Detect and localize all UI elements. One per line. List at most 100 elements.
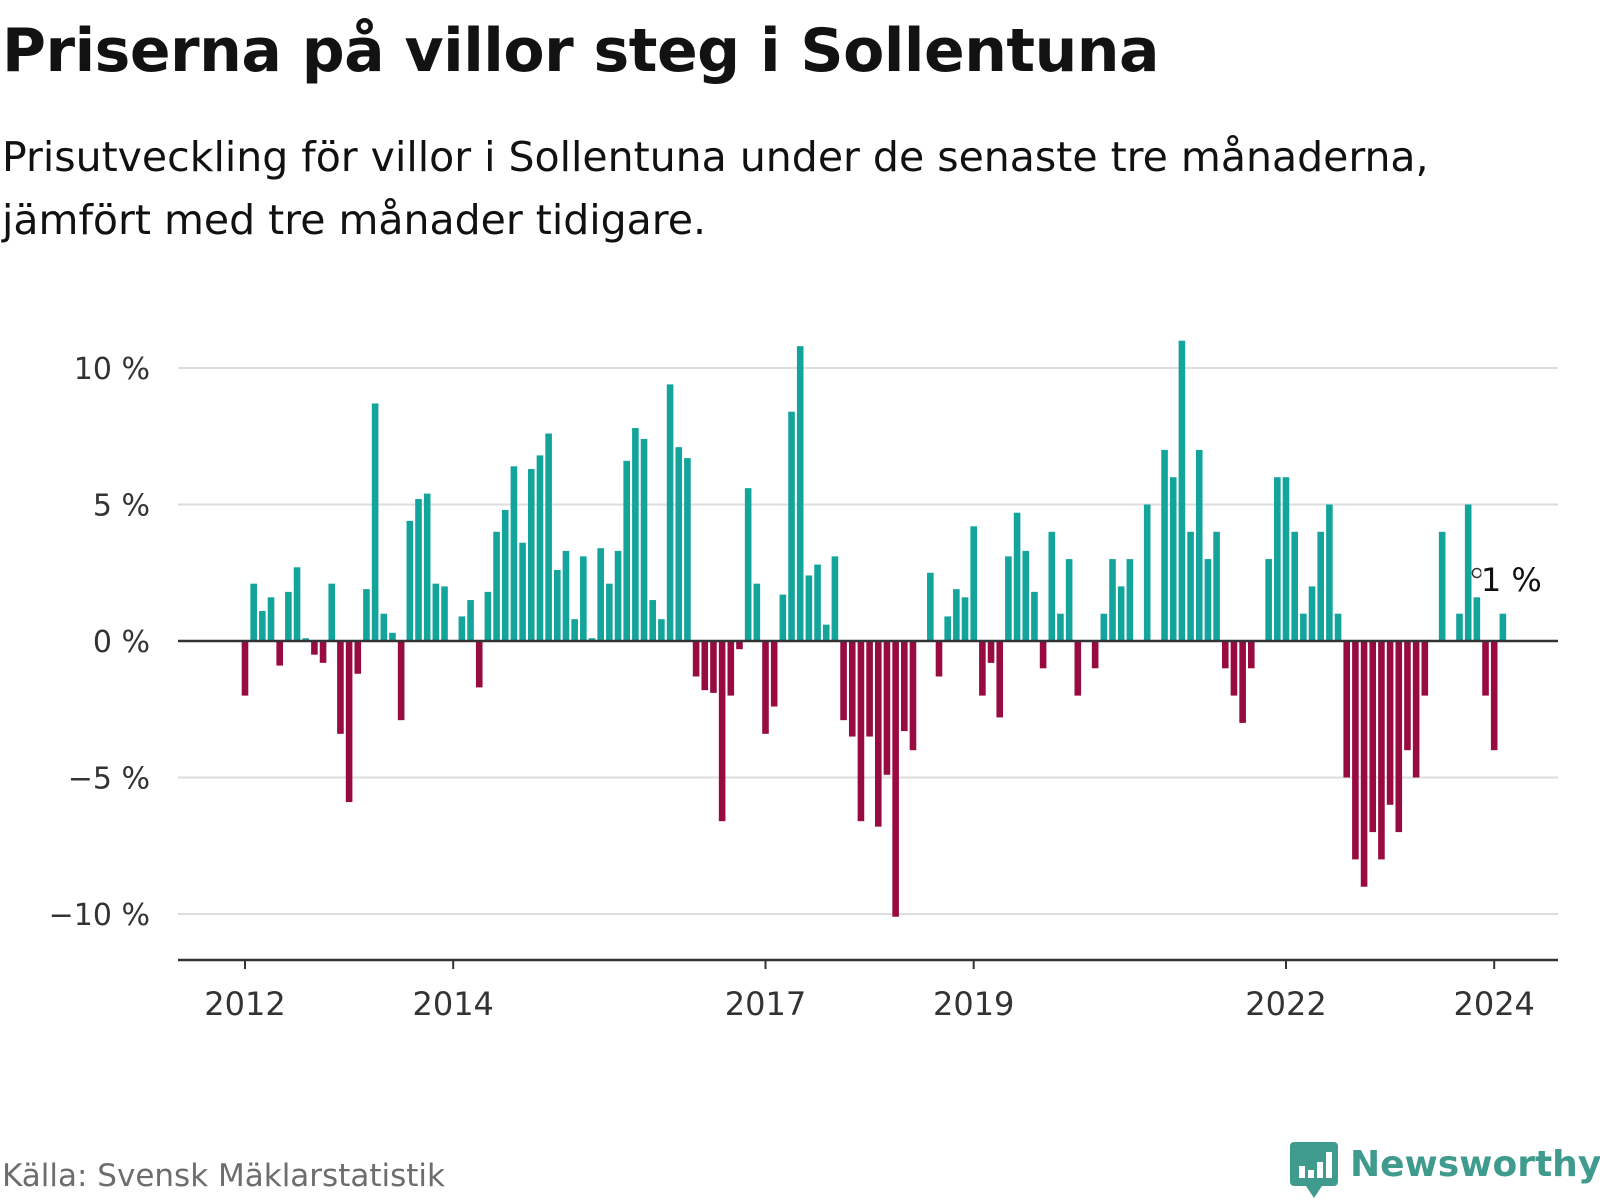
bar	[285, 591, 292, 641]
bar	[901, 641, 908, 732]
newsworthy-logo-icon	[1290, 1142, 1338, 1198]
bar	[527, 469, 535, 641]
bar	[1100, 613, 1108, 641]
bar	[684, 458, 691, 641]
bar	[493, 531, 500, 641]
x-tick-label: 2012	[204, 985, 285, 1023]
y-tick-label: −10 %	[49, 898, 150, 933]
bar	[423, 493, 431, 641]
bar	[562, 550, 570, 641]
bar	[874, 641, 882, 827]
bar	[1274, 477, 1281, 641]
bar	[1360, 641, 1368, 887]
bar	[1282, 477, 1290, 641]
x-tick-label: 2014	[412, 985, 493, 1023]
bar	[545, 433, 552, 641]
bar	[302, 638, 310, 641]
bar	[1178, 340, 1186, 641]
bar	[701, 641, 709, 691]
bar	[970, 526, 977, 641]
bar	[1438, 531, 1446, 641]
bar	[345, 641, 353, 803]
bar	[371, 403, 379, 641]
brand-name: Newsworthy	[1350, 1144, 1600, 1185]
y-tick-label: 10 %	[74, 352, 150, 387]
brand-logo: Newsworthy	[1290, 1140, 1600, 1200]
bar	[597, 548, 604, 641]
bar	[1291, 531, 1298, 641]
bar	[762, 641, 769, 734]
bar	[1213, 531, 1220, 641]
bar	[606, 583, 613, 641]
bar	[788, 411, 795, 641]
bar	[519, 542, 526, 641]
axis-ticks: 2012 2014 2017 2019 2022 2024	[204, 960, 1535, 1023]
bar	[649, 600, 657, 641]
bar	[1161, 449, 1168, 641]
chart-title: Priserna på villor steg i Sollentuna	[2, 16, 1160, 86]
bar	[666, 384, 674, 641]
bar	[718, 641, 726, 822]
bar	[675, 447, 683, 641]
x-tick-label: 2019	[933, 985, 1014, 1023]
bar	[259, 610, 266, 641]
bar	[1456, 613, 1463, 641]
bar	[857, 641, 865, 822]
bar	[727, 641, 735, 696]
bar	[1005, 556, 1012, 641]
annotation-dot	[1471, 567, 1483, 579]
bar	[467, 600, 474, 641]
bar	[1300, 613, 1307, 641]
bar	[640, 438, 648, 641]
bar	[580, 556, 587, 641]
bar	[744, 488, 752, 641]
bar	[1117, 586, 1125, 641]
bar	[840, 641, 847, 721]
bar	[267, 597, 275, 641]
bar	[1473, 597, 1481, 641]
bar	[458, 616, 466, 641]
bar	[866, 641, 873, 737]
bar	[953, 589, 960, 641]
bar	[1048, 531, 1056, 641]
bar	[363, 589, 370, 641]
bars	[241, 340, 1507, 917]
bar	[1395, 641, 1403, 833]
bar	[1204, 559, 1212, 641]
bar	[909, 641, 917, 751]
bar	[1091, 641, 1099, 669]
bar	[1057, 613, 1064, 641]
bar	[1326, 504, 1333, 641]
bar	[1248, 641, 1255, 669]
bar	[1482, 641, 1489, 696]
bar	[1317, 531, 1324, 641]
bar	[1308, 586, 1316, 641]
source-note: Källa: Svensk Mäklarstatistik	[2, 1158, 445, 1194]
bar	[1031, 591, 1038, 641]
bar	[1195, 449, 1203, 641]
bar	[1065, 559, 1073, 641]
bar	[692, 641, 700, 677]
bar	[354, 641, 362, 674]
bar	[779, 594, 787, 641]
bar	[979, 641, 986, 696]
bar	[1369, 641, 1377, 833]
bar	[1464, 504, 1472, 641]
bar	[1187, 531, 1194, 641]
bar	[770, 641, 778, 707]
bar	[241, 641, 249, 696]
bar	[484, 591, 492, 641]
bar	[710, 641, 717, 693]
bar	[1013, 512, 1021, 641]
x-tick-label: 2017	[725, 985, 806, 1023]
bar	[883, 641, 891, 775]
bar	[1421, 641, 1429, 696]
bar	[1343, 641, 1351, 778]
bar	[536, 455, 544, 641]
chart-subtitle: Prisutveckling för villor i Sollentuna u…	[2, 133, 1429, 244]
bar	[328, 583, 336, 641]
bar	[588, 638, 596, 641]
annotation-label: 1 %	[1481, 561, 1542, 599]
bar	[987, 641, 995, 663]
bar	[996, 641, 1004, 718]
